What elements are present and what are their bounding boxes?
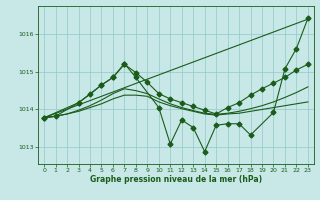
X-axis label: Graphe pression niveau de la mer (hPa): Graphe pression niveau de la mer (hPa): [90, 175, 262, 184]
